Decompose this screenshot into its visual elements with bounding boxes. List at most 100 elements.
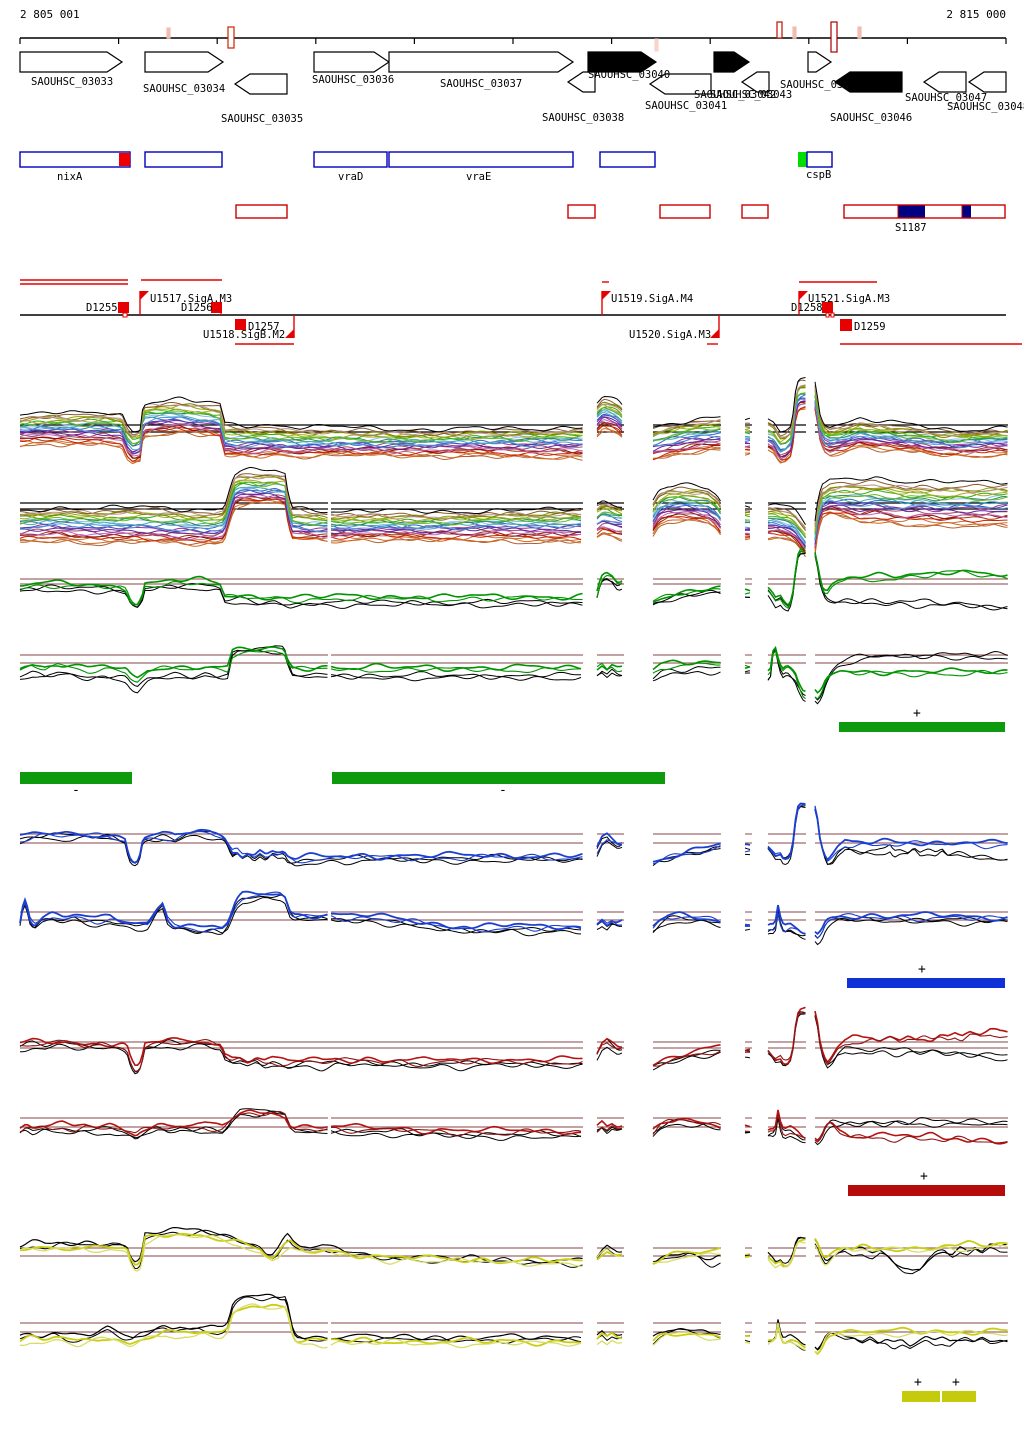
strand-bar[interactable] <box>20 772 132 784</box>
ruler-variant-mark <box>166 27 171 39</box>
expression-line <box>744 592 751 595</box>
gene-arrow-SAOUHSC_03041[interactable] <box>648 73 712 95</box>
tss-flag-down[interactable] <box>285 329 294 338</box>
expression-line <box>19 423 583 457</box>
expression-line <box>744 596 751 598</box>
red-annotation-box[interactable] <box>235 204 288 219</box>
red-annotation-box[interactable] <box>567 204 596 219</box>
expression-line <box>814 916 1008 946</box>
expression-line <box>814 381 1008 432</box>
strand-bar[interactable] <box>942 1391 976 1402</box>
navy-feature-box[interactable] <box>962 205 971 218</box>
red-annotation-box[interactable] <box>741 204 769 219</box>
expression-line <box>596 508 623 513</box>
expression-line <box>596 663 623 671</box>
expression-line <box>814 555 1008 610</box>
navy-feature-box[interactable] <box>898 205 925 218</box>
expression-line <box>331 517 582 526</box>
expression-line <box>814 913 1008 939</box>
gene-arrow-SAOUHSC_03040[interactable] <box>587 51 658 73</box>
gene-arrow-SAOUHSC_030[interactable] <box>807 51 833 73</box>
track-all-conditions-plus <box>19 377 1008 465</box>
expression-line <box>814 479 1008 525</box>
blue-annotation-box[interactable] <box>19 151 131 168</box>
terminator-box[interactable] <box>211 302 222 313</box>
expression-line <box>767 536 806 558</box>
strand-label: + <box>920 1169 928 1184</box>
expression-line <box>652 1049 721 1067</box>
red-annotation-box[interactable] <box>843 204 1006 219</box>
strand-bar[interactable] <box>839 722 1005 732</box>
expression-line <box>744 588 751 592</box>
expression-line <box>330 512 582 520</box>
expression-line <box>652 486 721 506</box>
blue-annotation-box[interactable] <box>144 151 223 168</box>
terminator-box[interactable] <box>840 319 852 331</box>
expression-line <box>596 1339 623 1346</box>
expression-line <box>652 510 721 529</box>
terminator-box[interactable] <box>235 319 246 330</box>
tss-flag-up[interactable] <box>140 291 149 300</box>
expression-line <box>814 489 1008 535</box>
gene-arrow-SAOUHSC_03035[interactable] <box>233 73 288 95</box>
red-feature-box[interactable] <box>119 153 130 166</box>
tss-flag-up[interactable] <box>799 291 808 300</box>
gene-arrow-SAOUHSC_03038[interactable] <box>566 71 596 93</box>
expression-line <box>19 487 328 530</box>
strand-label: - <box>72 783 80 798</box>
expression-line <box>19 1110 328 1139</box>
gene-label: SAOUHSC_03034 <box>143 83 225 95</box>
gene-arrow-SAOUHSC_03046[interactable] <box>833 71 903 93</box>
gene-arrow-SAOUHSC_03033[interactable] <box>19 51 124 73</box>
expression-line <box>652 844 721 865</box>
expression-line <box>744 1255 751 1258</box>
blue-annotation-box[interactable] <box>806 151 833 168</box>
expression-line <box>814 512 1008 549</box>
expression-line <box>814 390 1008 439</box>
gene-arrow-SAOUHSC_03036[interactable] <box>313 51 391 73</box>
expression-line <box>652 1050 721 1067</box>
expression-line <box>744 453 751 456</box>
expression-line <box>767 384 806 440</box>
expression-line <box>744 510 751 512</box>
blue-annotation-box[interactable] <box>388 151 574 168</box>
expression-line <box>330 530 582 538</box>
gene-arrow-SAOUHSC_03047[interactable] <box>922 71 967 93</box>
strand-label: + <box>952 1375 960 1390</box>
blue-annotation-box[interactable] <box>599 151 656 168</box>
expression-line <box>767 550 806 607</box>
strand-bar[interactable] <box>332 772 665 784</box>
track-red-condition-minus <box>19 1108 1008 1146</box>
signal-track: U1517.SigA.M3 U1519.SigA.M4 U1521.SigA.M3U… <box>20 279 1022 345</box>
gene-arrow-SAOUHSC_03037[interactable] <box>388 51 575 73</box>
gene-label: SAOUHSC_03041 <box>645 100 727 112</box>
ruler-variant-mark <box>857 26 862 39</box>
expression-line <box>19 1296 328 1343</box>
expression-line <box>767 507 806 531</box>
expression-line <box>19 1303 328 1346</box>
strand-bar[interactable] <box>847 978 1005 988</box>
blue-annotation-box[interactable] <box>313 151 388 168</box>
terminator-box[interactable] <box>822 302 833 313</box>
strand-bar[interactable] <box>848 1185 1005 1196</box>
terminator-box[interactable] <box>118 302 129 313</box>
expression-line <box>19 426 583 462</box>
tss-flag-up[interactable] <box>602 291 611 300</box>
strand-label: + <box>913 706 921 721</box>
operon-track: nixA vraD vraE cspB S1187 <box>19 151 1006 234</box>
red-annotation-box[interactable] <box>659 204 711 219</box>
expression-line <box>596 419 623 429</box>
expression-line <box>814 1010 1008 1064</box>
tss-flag-down[interactable] <box>710 329 719 338</box>
strand-bar[interactable] <box>902 1391 940 1402</box>
gene-arrow-SAOUHSC_03043[interactable] <box>740 71 770 93</box>
expression-line <box>596 416 623 428</box>
expression-line <box>744 928 751 931</box>
green-feature-box[interactable] <box>798 152 807 167</box>
gene-arrow-SAOUHSC_03034[interactable] <box>144 51 225 73</box>
gene-label: SAOUHSC_03035 <box>221 113 303 125</box>
expression-line <box>19 474 328 517</box>
gene-arrow-SAOUHSC_03042[interactable] <box>713 51 751 73</box>
ruler-variant-mark <box>792 26 797 39</box>
gene-arrow-SAOUHSC_03048[interactable] <box>967 71 1007 93</box>
